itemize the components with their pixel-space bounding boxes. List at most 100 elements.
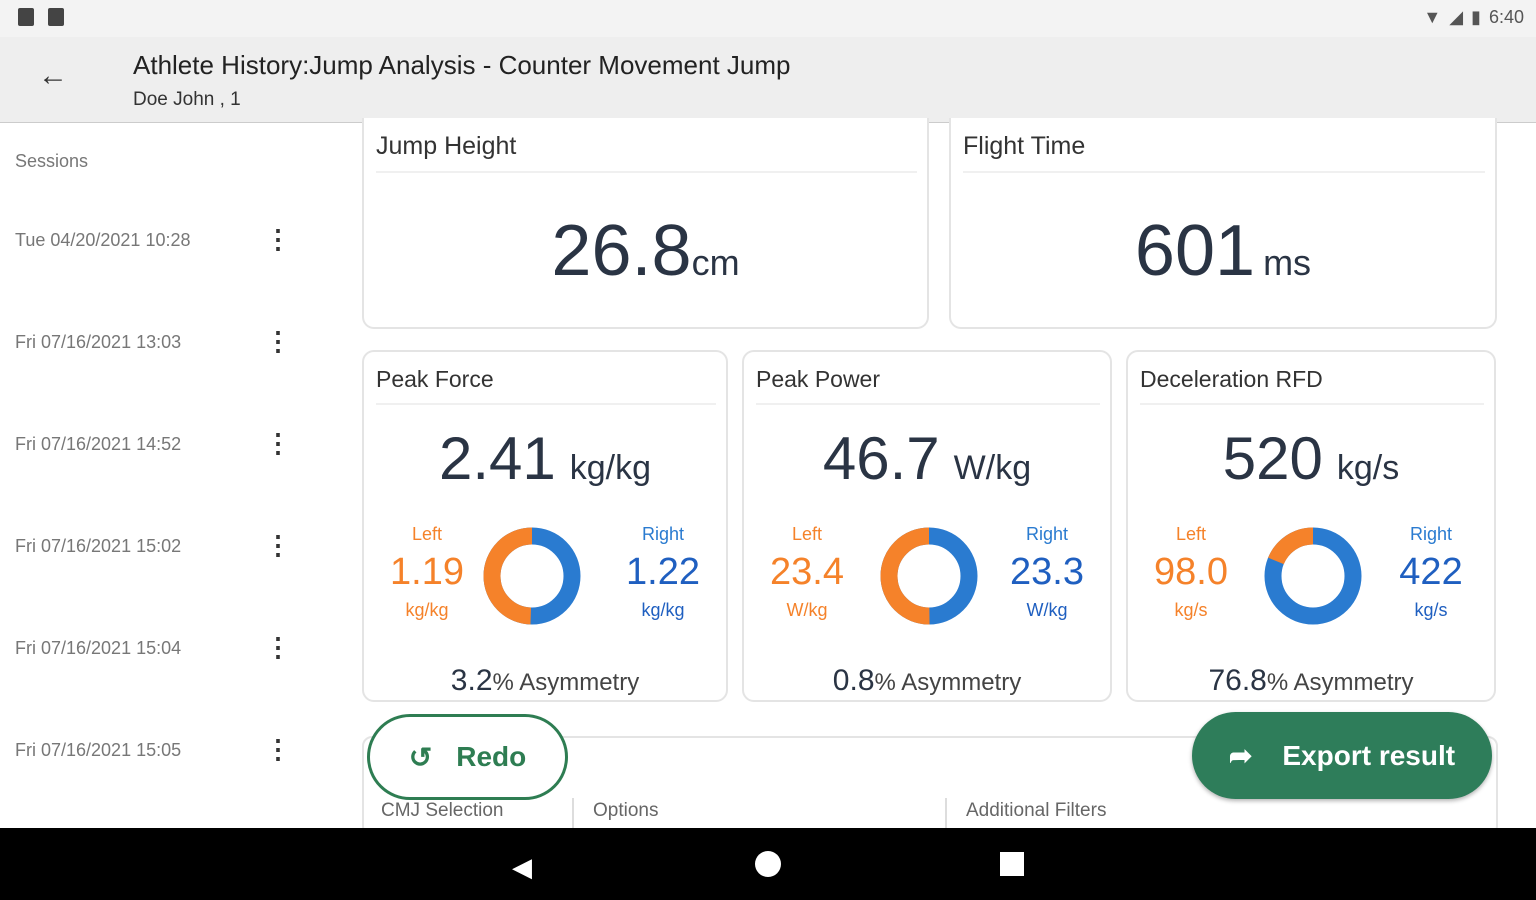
asymmetry-donut [880, 527, 978, 625]
unit: kg/kg [569, 449, 652, 487]
jump-height-value: 26.8 [551, 211, 692, 291]
left-value: 98.0 [1154, 551, 1228, 593]
export-label: Export result [1282, 739, 1456, 771]
left-segment [1264, 527, 1362, 625]
session-date: Fri 07/16/2021 15:02 [15, 536, 182, 556]
divider [945, 798, 947, 828]
left-value: 23.4 [770, 551, 844, 593]
left-label: Left [411, 524, 443, 544]
unit: kg/s [1336, 449, 1400, 487]
right-unit: kg/s [1414, 600, 1448, 620]
metric-card-peak-force: Peak Force 2.41 kg/kg Left 1.19 kg/kg Right… [362, 350, 728, 702]
right-side: Right 422 kg/s [1376, 524, 1486, 621]
session-date: Fri 07/16/2021 15:05 [15, 740, 182, 760]
metric-value: 520 [1222, 425, 1323, 492]
redo-button[interactable]: ↺ Redo [367, 714, 568, 800]
right-value: 1.22 [626, 551, 700, 593]
left-unit: W/kg [786, 600, 828, 620]
flight-time-card: Flight Time 601 ms [949, 118, 1497, 329]
session-date: Fri 07/16/2021 15:04 [15, 638, 182, 658]
more-vert-icon[interactable]: ⋮ [265, 326, 291, 356]
status-bar: ▼ ◢ ▮ 6:40 [0, 0, 1536, 37]
asymmetry-donut [483, 527, 581, 625]
asymmetry-value: 3.2 [450, 664, 493, 697]
more-vert-icon[interactable]: ⋮ [265, 632, 291, 662]
card-title: Deceleration RFD [1140, 366, 1484, 405]
app-bar: ← Athlete History:Jump Analysis - Counte… [0, 37, 1536, 123]
left-side: Left 23.4 W/kg [752, 524, 862, 621]
nav-recents-icon[interactable] [1000, 852, 1024, 876]
session-item[interactable]: Fri 07/16/2021 13:03 ⋮ [15, 326, 295, 356]
tab-cmj-selection[interactable]: CMJ Selection [381, 800, 504, 821]
share-arrow-icon: ➦ [1228, 740, 1253, 771]
tab-additional-filters[interactable]: Additional Filters [966, 800, 1107, 821]
session-date: Fri 07/16/2021 14:52 [15, 434, 182, 454]
right-unit: kg/kg [641, 600, 685, 620]
metric-card-peak-power: Peak Power 46.7 W/kg Left 23.4 W/kg Right 23… [742, 350, 1112, 702]
signal-icon: ◢ [1449, 7, 1464, 27]
session-item[interactable]: Fri 07/16/2021 15:04 ⋮ [15, 632, 295, 662]
card-title: Peak Force [376, 366, 716, 405]
more-vert-icon[interactable]: ⋮ [265, 734, 291, 764]
asymmetry-label: % Asymmetry [874, 669, 1022, 696]
asymmetry-donut [1264, 527, 1362, 625]
left-label: Left [1175, 524, 1207, 544]
redo-icon: ↺ [408, 741, 433, 773]
redo-label: Redo [456, 741, 527, 772]
left-side: Left 1.19 kg/kg [372, 524, 482, 621]
card-title: Flight Time [963, 132, 1485, 173]
left-side: Left 98.0 kg/s [1136, 524, 1246, 621]
jump-height-card: Jump Height 26.8cm [362, 118, 929, 329]
asymmetry-label: % Asymmetry [1266, 669, 1414, 696]
asymmetry: 76.8% Asymmetry [1128, 664, 1494, 698]
asymmetry-value: 0.8 [832, 664, 875, 697]
session-item[interactable]: Fri 07/16/2021 15:02 ⋮ [15, 530, 295, 560]
more-vert-icon[interactable]: ⋮ [265, 530, 291, 560]
battery-icon: ▮ [1471, 7, 1481, 27]
right-unit: W/kg [1026, 600, 1068, 620]
navigation-bar: ◀ [0, 828, 1536, 900]
metric-value: 46.7 [822, 425, 940, 492]
asymmetry: 0.8% Asymmetry [744, 664, 1110, 698]
session-item[interactable]: Fri 07/16/2021 14:52 ⋮ [15, 428, 295, 458]
unit: ms [1263, 242, 1312, 283]
session-date: Fri 07/16/2021 13:03 [15, 332, 182, 352]
left-segment [483, 527, 581, 625]
session-item[interactable]: Fri 07/16/2021 15:05 ⋮ [15, 734, 295, 764]
sessions-heading: Sessions [15, 151, 89, 171]
session-item[interactable]: Tue 04/20/2021 10:28 ⋮ [15, 224, 295, 254]
tab-options[interactable]: Options [593, 800, 659, 821]
nav-back-icon[interactable]: ◀ [512, 852, 532, 882]
export-result-button[interactable]: ➦ Export result [1192, 712, 1492, 799]
left-unit: kg/kg [405, 600, 449, 620]
card-title: Jump Height [376, 132, 917, 173]
wifi-icon: ▼ [1423, 7, 1442, 27]
right-label: Right [1409, 524, 1453, 544]
right-side: Right 1.22 kg/kg [608, 524, 718, 621]
unit: W/kg [953, 449, 1032, 487]
right-label: Right [1025, 524, 1069, 544]
back-arrow-icon[interactable]: ← [38, 59, 68, 92]
athlete-name: Doe John , 1 [133, 89, 241, 110]
left-value: 1.19 [390, 551, 464, 593]
page-title: Athlete History:Jump Analysis - Counter … [133, 50, 791, 80]
asymmetry-value: 76.8 [1208, 664, 1267, 697]
metric-card-deceleration-rfd: Deceleration RFD 520 kg/s Left 98.0 kg/s Ri… [1126, 350, 1496, 702]
left-unit: kg/s [1174, 600, 1208, 620]
sd-card-icon [18, 8, 34, 26]
sessions-sidebar: Sessions Tue 04/20/2021 10:28 ⋮ Fri 07/16… [0, 123, 345, 828]
flight-time-value: 601 [1134, 211, 1256, 291]
nav-home-icon[interactable] [755, 851, 781, 877]
asymmetry-label: % Asymmetry [492, 669, 640, 696]
right-value: 23.3 [1010, 551, 1084, 593]
left-segment [880, 527, 978, 625]
divider [572, 798, 574, 828]
right-label: Right [641, 524, 685, 544]
more-vert-icon[interactable]: ⋮ [265, 428, 291, 458]
right-value: 422 [1399, 551, 1463, 593]
left-label: Left [791, 524, 823, 544]
metric-value: 2.41 [438, 425, 556, 492]
more-vert-icon[interactable]: ⋮ [265, 224, 291, 254]
right-side: Right 23.3 W/kg [992, 524, 1102, 621]
card-title: Peak Power [756, 366, 1100, 405]
